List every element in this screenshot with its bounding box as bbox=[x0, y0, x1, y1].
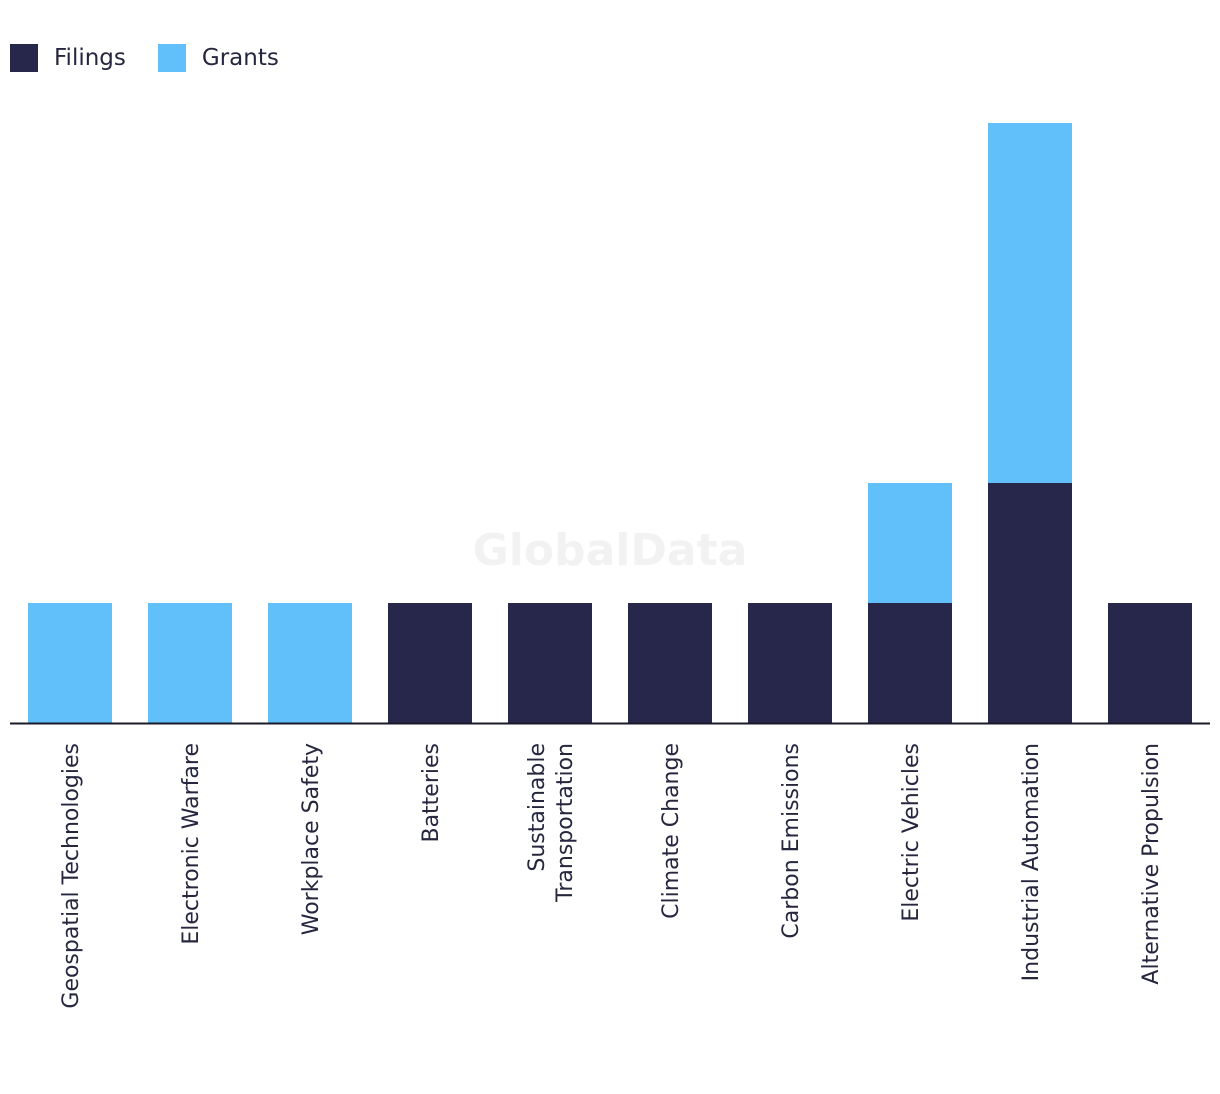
legend-label-grants: Grants bbox=[201, 45, 279, 71]
bar-grants-electric-vehicles[interactable] bbox=[868, 483, 952, 603]
x-tick-label-workplace-safety: Workplace Safety bbox=[299, 743, 324, 935]
x-tick-label-electronic-warfare: Electronic Warfare bbox=[179, 743, 204, 945]
bar-grants-workplace-safety[interactable] bbox=[268, 603, 352, 723]
x-tick-label-electric-vehicles: Electric Vehicles bbox=[899, 743, 924, 922]
legend-swatch-grants bbox=[157, 44, 186, 72]
legend-item-grants[interactable]: Grants bbox=[157, 44, 279, 72]
x-tick-label-industrial-automation: Industrial Automation bbox=[1019, 743, 1044, 981]
bar-filings-electric-vehicles[interactable] bbox=[868, 603, 952, 723]
x-tick-label-geospatial-technologies: Geospatial Technologies bbox=[59, 743, 84, 1009]
bar-filings-carbon-emissions[interactable] bbox=[748, 603, 832, 723]
x-tick-label-climate-change: Climate Change bbox=[659, 743, 684, 919]
legend: Filings Grants bbox=[10, 44, 311, 72]
x-tick-label-sustainable-transportation: Sustainable Transportation bbox=[525, 743, 578, 903]
x-tick-labels: Geospatial Technologies Electronic Warfar… bbox=[59, 743, 1164, 1009]
x-tick-label-batteries: Batteries bbox=[419, 743, 444, 843]
bar-filings-sustainable-transportation[interactable] bbox=[508, 603, 592, 723]
bar-filings-batteries[interactable] bbox=[388, 603, 472, 723]
x-tick-label-alternative-propulsion: Alternative Propulsion bbox=[1139, 743, 1164, 985]
bar-filings-climate-change[interactable] bbox=[628, 603, 712, 723]
legend-item-filings[interactable]: Filings bbox=[10, 44, 126, 72]
bar-grants-geospatial-technologies[interactable] bbox=[28, 603, 112, 723]
bar-filings-alternative-propulsion[interactable] bbox=[1108, 603, 1192, 723]
bars-group bbox=[28, 123, 1192, 723]
bar-grants-industrial-automation[interactable] bbox=[988, 123, 1072, 483]
legend-swatch-filings bbox=[10, 44, 38, 72]
x-tick-label-carbon-emissions: Carbon Emissions bbox=[779, 743, 804, 939]
legend-label-filings: Filings bbox=[54, 45, 126, 71]
watermark: GlobalData bbox=[473, 525, 748, 576]
bar-filings-industrial-automation[interactable] bbox=[988, 483, 1072, 723]
bar-grants-electronic-warfare[interactable] bbox=[148, 603, 232, 723]
